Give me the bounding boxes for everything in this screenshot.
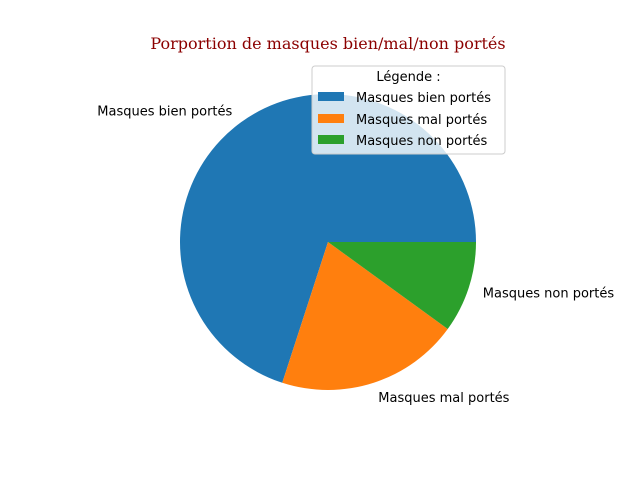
slice-mal-portes xyxy=(282,242,448,391)
slice-bien-portes xyxy=(180,94,477,383)
legend-label-mal: Masques mal portés xyxy=(356,113,487,128)
legend-swatch-bien xyxy=(318,92,344,101)
legend-label-bien: Masques bien portés xyxy=(356,91,491,106)
slice-non-portes xyxy=(328,242,476,329)
legend-title: Légende : xyxy=(376,70,440,85)
slice-label-non-portes: Masques non portés xyxy=(483,286,615,301)
pie-slices xyxy=(180,94,477,391)
legend: Légende : Masques bien portés Masques ma… xyxy=(311,65,506,155)
legend-swatch-mal xyxy=(318,114,344,123)
legend-swatch-non xyxy=(318,135,344,144)
legend-label-non: Masques non portés xyxy=(356,134,488,149)
slice-label-bien-portes: Masques bien portés xyxy=(97,104,232,119)
legend-frame xyxy=(311,65,506,155)
chart-title: Porportion de masques bien/mal/non porté… xyxy=(150,34,505,53)
pie-slice-labels: Masques bien portés Masques mal portés Mas… xyxy=(97,104,615,406)
slice-label-mal-portes: Masques mal portés xyxy=(378,391,509,406)
